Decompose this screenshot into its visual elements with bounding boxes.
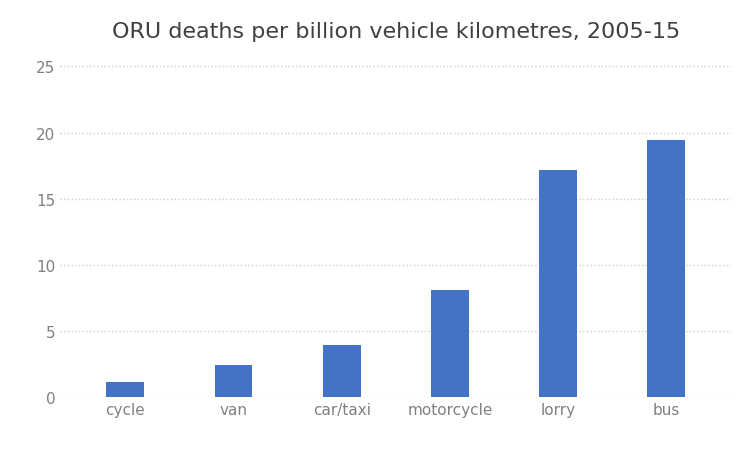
Bar [106, 382, 144, 397]
Title: ORU deaths per billion vehicle kilometres, 2005-15: ORU deaths per billion vehicle kilometre… [112, 22, 680, 41]
Bar [323, 345, 360, 397]
Bar [539, 170, 577, 397]
Bar [648, 141, 685, 397]
Bar [431, 290, 469, 397]
Bar [215, 365, 253, 397]
